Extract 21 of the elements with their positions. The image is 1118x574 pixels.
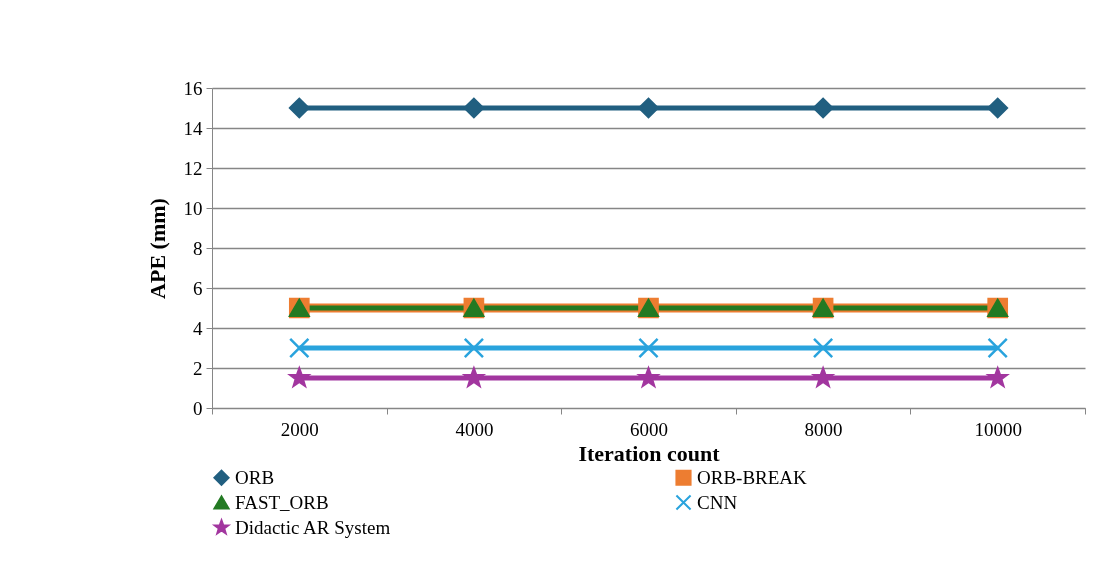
legend-label: ORB (235, 466, 275, 488)
legend-label: ORB-BREAK (697, 466, 808, 488)
y-tick-label: 12 (183, 157, 203, 179)
x-axis-title: Iteration count (578, 440, 721, 466)
legend-label: CNN (697, 491, 738, 513)
y-tick-label: 4 (193, 317, 203, 339)
y-tick-label: 0 (193, 397, 203, 419)
x-tick-label: 6000 (630, 418, 668, 440)
y-tick-label: 6 (193, 277, 203, 299)
legend-label: Didactic AR System (235, 516, 391, 538)
y-tick-label: 2 (193, 357, 203, 379)
y-axis-title: APE (mm) (144, 198, 170, 299)
y-tick-label: 10 (183, 197, 203, 219)
x-tick-label: 4000 (455, 418, 494, 440)
x-tick-label: 2000 (280, 418, 319, 440)
y-tick-label: 14 (183, 117, 203, 139)
y-tick-label: 16 (183, 77, 203, 99)
x-tick-label: 10000 (974, 418, 1022, 440)
y-tick-label: 8 (193, 237, 203, 259)
x-tick-label: 8000 (804, 418, 843, 440)
legend-label: FAST_ORB (235, 491, 329, 513)
